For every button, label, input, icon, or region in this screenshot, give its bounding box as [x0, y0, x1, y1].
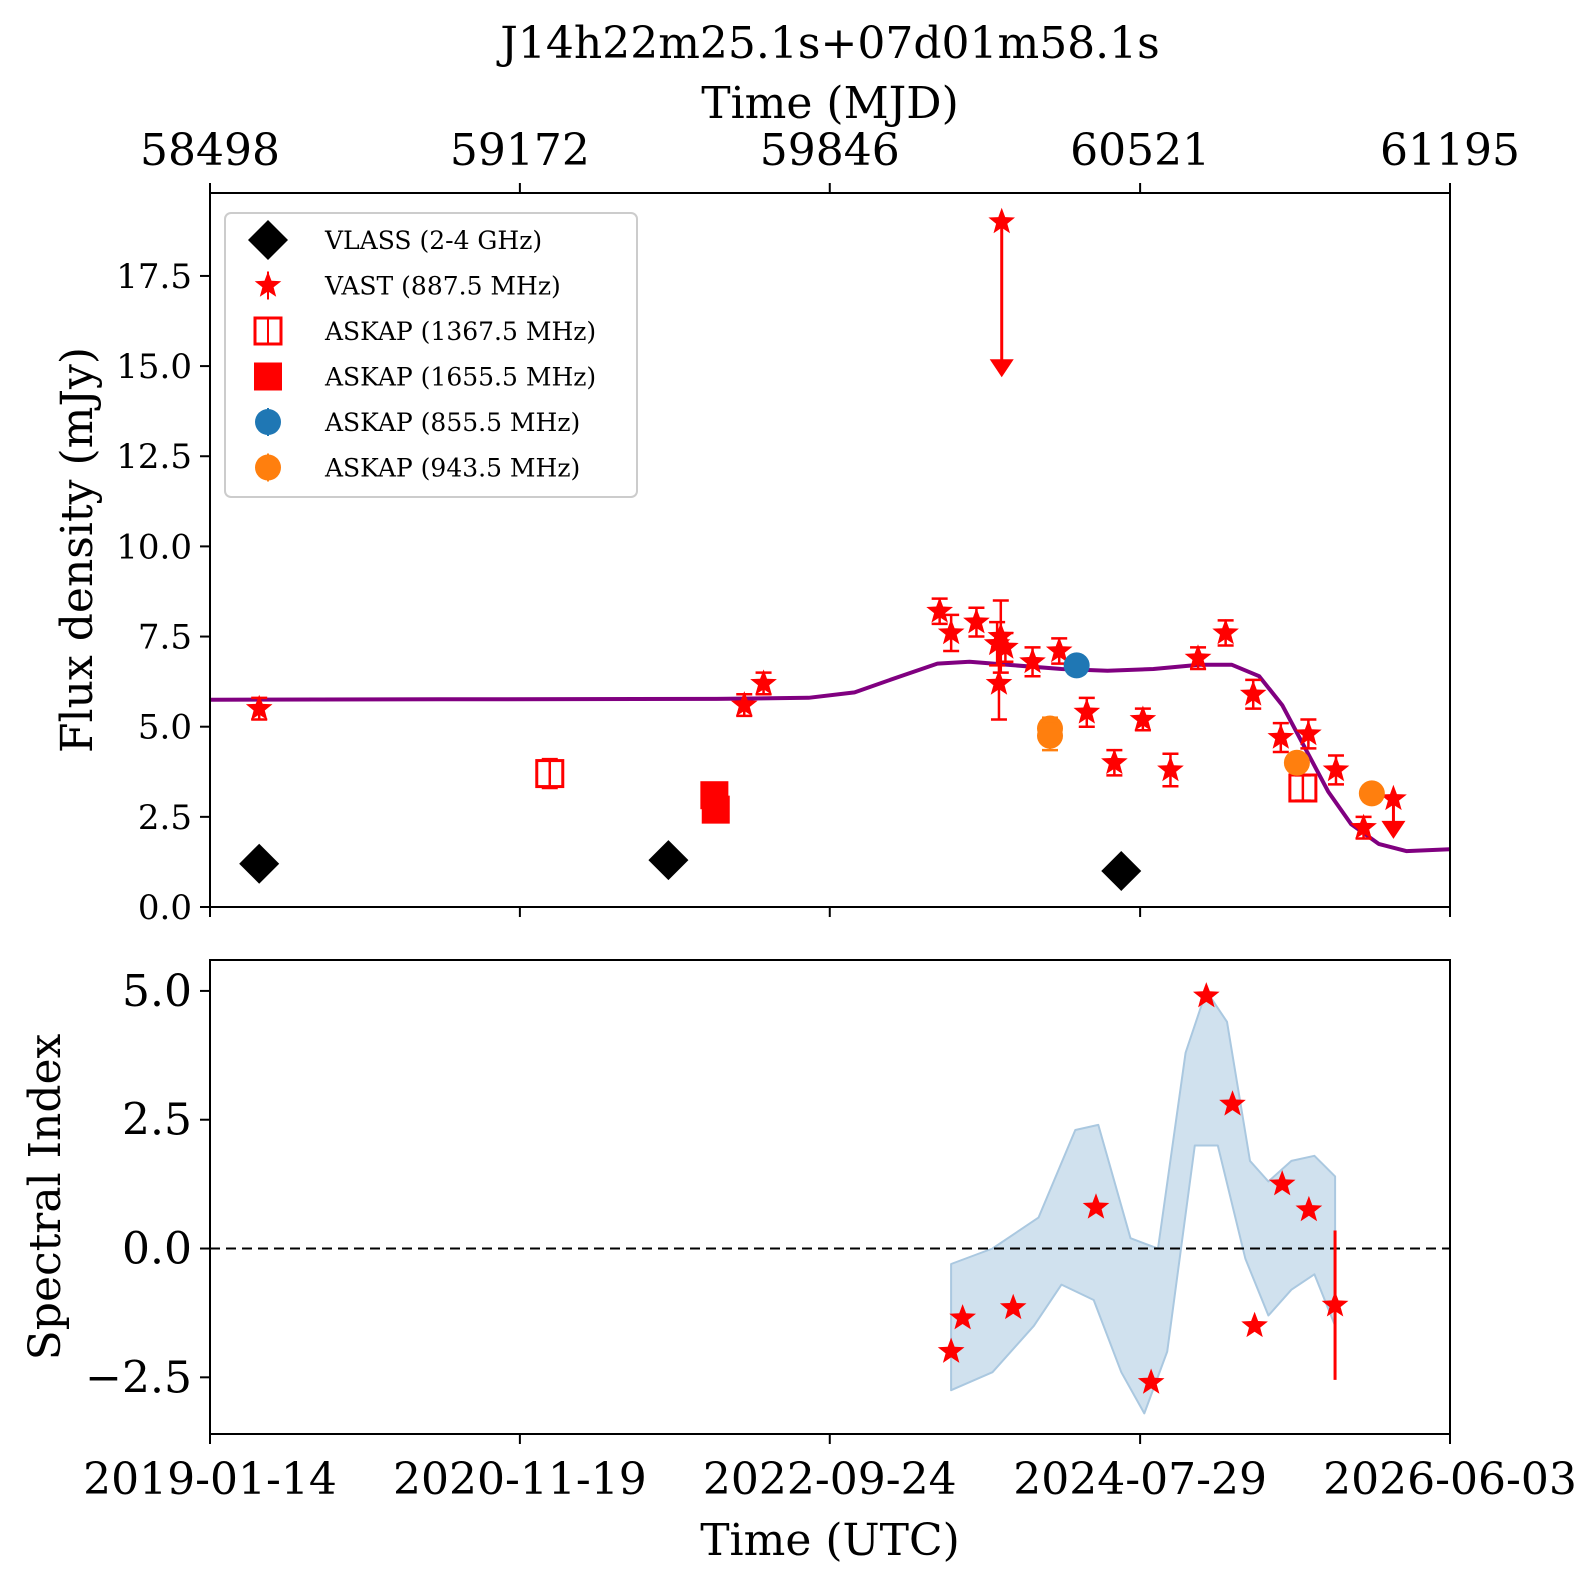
- spectral-index-point: [1321, 1291, 1349, 1317]
- data-point-vlass-2-4-ghz: [1101, 850, 1142, 891]
- upper-limit-arrowhead: [989, 359, 1014, 378]
- spectral-index-point: [937, 1337, 965, 1363]
- spectral-index-point: [999, 1293, 1027, 1320]
- data-point-vast-887-5-mhz: [1157, 756, 1184, 782]
- flux-y-tick-label: 7.5: [138, 618, 192, 658]
- data-point-vast-887-5-mhz: [245, 694, 273, 720]
- spectral-y-tick-label: 2.5: [122, 1095, 192, 1146]
- data-point-vast-887-5-mhz: [926, 597, 953, 623]
- legend-box: [224, 212, 638, 498]
- legend-marker-askap-943-5-mhz: [255, 454, 281, 481]
- flux-y-axis-label: Flux density (mJy): [52, 347, 103, 753]
- data-point-askap-1367-5-mhz: [1288, 773, 1318, 803]
- upper-limit-arrowhead: [1381, 820, 1406, 839]
- spectral-index-point: [1082, 1193, 1110, 1219]
- data-point-askap-943-5-mhz: [1283, 749, 1310, 776]
- upper-limit-vast-887-5-mhz: [988, 207, 1015, 234]
- spectral-index-point: [949, 1304, 976, 1330]
- data-point-vast-887-5-mhz: [1350, 813, 1377, 839]
- mjd-tick-label: 60521: [1070, 125, 1210, 176]
- data-point-vast-887-5-mhz: [1322, 756, 1350, 782]
- data-point-vast-887-5-mhz: [730, 691, 758, 717]
- legend-marker-askap-1367-5-mhz: [253, 316, 283, 346]
- data-point-vast-887-5-mhz: [1129, 705, 1157, 731]
- legend-label-vast-887-5-mhz: VAST (887.5 MHz): [324, 272, 561, 301]
- spectral-y-tick-label: −2.5: [85, 1352, 192, 1403]
- data-point-vast-887-5-mhz: [1073, 698, 1101, 724]
- mjd-tick-label: 59846: [760, 125, 900, 176]
- data-point-askap-855-5-mhz: [1063, 652, 1090, 679]
- top-axis-label: Time (MJD): [701, 78, 958, 129]
- model-curve: [210, 659, 1450, 854]
- spectral-y-axis-label: Spectral Index: [20, 1033, 71, 1360]
- flux-y-tick-label: 2.5: [138, 798, 192, 838]
- data-point-vast-887-5-mhz: [1212, 618, 1239, 645]
- data-point-vast-887-5-mhz: [987, 622, 1015, 648]
- legend-marker-askap-855-5-mhz: [255, 409, 281, 435]
- bottom-x-axis-label: Time (UTC): [700, 1515, 960, 1566]
- data-point-vast-887-5-mhz: [1295, 719, 1322, 746]
- mjd-tick-label: 58498: [140, 125, 280, 176]
- uncertainty-band: [950, 989, 1337, 1415]
- data-point-vast-887-5-mhz: [1267, 723, 1295, 749]
- utc-tick-label: 2026-06-03: [1323, 1454, 1577, 1505]
- spectral-index-point: [1295, 1195, 1323, 1222]
- data-point-vlass-2-4-ghz: [648, 840, 689, 881]
- legend-label-askap-855-5-mhz: ASKAP (855.5 MHz): [324, 408, 580, 437]
- legend-marker-askap-1655-5-mhz: [254, 362, 282, 391]
- mjd-tick-label: 59172: [450, 125, 590, 176]
- data-point-vast-887-5-mhz: [1045, 637, 1073, 663]
- flux-y-tick-label: 5.0: [138, 708, 192, 748]
- data-point-vast-887-5-mhz: [1184, 644, 1212, 670]
- data-point-askap-1655-5-mhz: [701, 795, 730, 824]
- flux-panel: 0.0 2.5 5.0 7.5 10.0 12.5 15.0 17.5 58498 59172 59…: [52, 125, 1520, 928]
- flux-y-tick-label: 0.0: [138, 888, 192, 928]
- flux-y-tick-label: 12.5: [116, 437, 192, 477]
- upper-limit-vast-887-5-mhz: [1380, 784, 1407, 811]
- spectral-y-tick-label: 5.0: [122, 966, 192, 1017]
- legend: VLASS (2-4 GHz) VAST (887.5 MHz) ASKAP (13…: [224, 212, 638, 498]
- spectral-index-panel: −2.5 0.0 2.5 5.0 2019-01-14 2020-11-19 2022-09…: [20, 959, 1577, 1566]
- data-point-vast-887-5-mhz: [1101, 748, 1128, 775]
- data-point-vast-887-5-mhz: [1019, 647, 1046, 674]
- flux-y-tick-label: 17.5: [116, 257, 192, 297]
- data-point-vast-887-5-mhz: [750, 669, 777, 695]
- spectral-index-point: [1193, 982, 1220, 1008]
- legend-label-askap-1367-5-mhz: ASKAP (1367.5 MHz): [324, 317, 596, 346]
- data-point-vast-887-5-mhz: [985, 669, 1013, 695]
- chart-title: J14h22m25.1s+07d01m58.1s: [496, 18, 1160, 69]
- legend-label-vlass-2-4-ghz: VLASS (2-4 GHz): [324, 226, 542, 255]
- legend-marker-vast-887-5-mhz: [254, 271, 282, 297]
- data-point-vast-887-5-mhz: [963, 608, 990, 634]
- data-point-askap-943-5-mhz: [1037, 722, 1063, 749]
- data-point-vast-887-5-mhz: [1239, 680, 1267, 706]
- legend-label-askap-943-5-mhz: ASKAP (943.5 MHz): [324, 454, 580, 483]
- flux-y-tick-label: 15.0: [116, 347, 192, 387]
- spectral-index-point: [1268, 1170, 1296, 1196]
- spectral-index-point: [1137, 1368, 1165, 1394]
- legend-label-askap-1655-5-mhz: ASKAP (1655.5 MHz): [324, 363, 596, 392]
- utc-tick-label: 2022-09-24: [703, 1454, 957, 1505]
- spectral-index-point: [1219, 1090, 1246, 1116]
- flux-y-tick-label: 10.0: [116, 527, 192, 567]
- legend-marker-vlass-2-4-ghz: [248, 220, 288, 260]
- spectral-index-point: [1241, 1311, 1268, 1338]
- data-point-askap-943-5-mhz: [1358, 780, 1385, 807]
- utc-tick-label: 2024-07-29: [1013, 1454, 1267, 1505]
- spectral-y-tick-label: 0.0: [122, 1224, 192, 1275]
- utc-tick-label: 2020-11-19: [393, 1454, 647, 1505]
- data-point-askap-1367-5-mhz: [535, 759, 565, 789]
- data-point-vlass-2-4-ghz: [239, 843, 280, 884]
- mjd-tick-label: 61195: [1380, 125, 1520, 176]
- data-point-vast-887-5-mhz: [937, 618, 965, 645]
- data-point-vast-887-5-mhz: [992, 633, 1019, 659]
- utc-tick-label: 2019-01-14: [83, 1454, 337, 1505]
